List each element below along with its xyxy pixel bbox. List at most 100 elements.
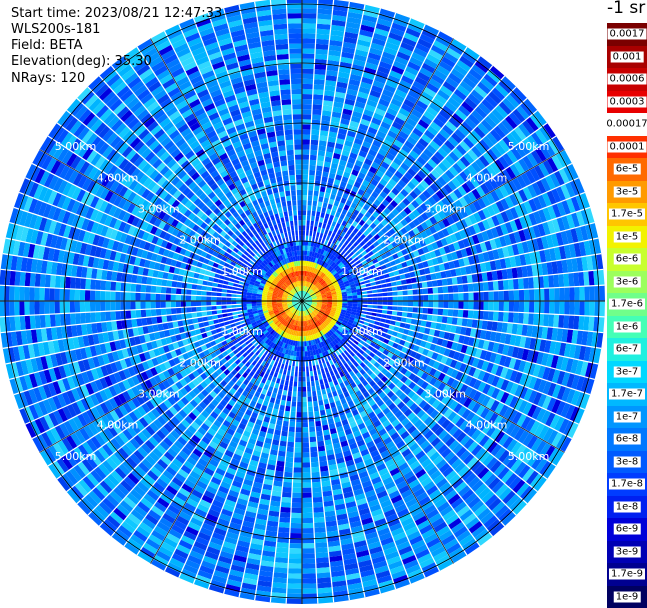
radar-cell <box>468 301 473 310</box>
radar-cell <box>156 286 162 294</box>
radar-cell <box>290 533 302 538</box>
radar-cell <box>65 301 70 313</box>
radar-cell <box>448 309 454 317</box>
radar-cell <box>493 311 499 322</box>
radar-cell <box>70 313 76 325</box>
radar-cell <box>315 547 328 553</box>
radar-cell <box>310 447 318 453</box>
radar-cell <box>287 588 302 593</box>
radar-cell <box>166 287 172 294</box>
radar-cell <box>302 467 311 472</box>
radar-cell <box>171 287 177 294</box>
radar-cell <box>312 487 322 493</box>
radar-cell <box>310 452 318 458</box>
radar-cell <box>275 552 289 558</box>
radar-cell <box>494 301 499 311</box>
radar-cell <box>161 301 166 308</box>
radar-cell <box>311 467 320 473</box>
radar-cell <box>554 301 559 314</box>
radar-cell <box>302 427 309 432</box>
radar-cell <box>90 279 96 290</box>
radar-cell <box>295 432 302 437</box>
radar-cell <box>110 291 115 301</box>
radar-cell <box>295 422 302 427</box>
radar-cell <box>146 309 152 317</box>
radar-cell <box>288 558 302 563</box>
radar-cell <box>519 301 524 313</box>
radar-cell <box>130 292 135 301</box>
radar-cell <box>166 301 171 308</box>
radar-cell <box>291 503 302 508</box>
radar-cell <box>282 482 292 488</box>
radar-cell <box>120 310 126 320</box>
radar-cell <box>443 308 449 316</box>
radar-cell <box>296 407 302 412</box>
radar-cell <box>309 427 316 433</box>
radar-cell <box>278 522 290 528</box>
radar-cell <box>276 547 289 553</box>
radar-cell <box>115 301 120 311</box>
radar-cell <box>484 301 489 311</box>
radar-cell <box>95 279 101 290</box>
radar-cell <box>288 568 302 573</box>
radar-cell <box>302 457 310 462</box>
radar-cell <box>302 498 313 503</box>
radar-cell <box>503 312 509 323</box>
radar-cell <box>289 543 302 548</box>
radar-cell <box>302 513 313 518</box>
radar-cell <box>24 286 29 301</box>
radar-cell <box>125 310 131 319</box>
radar-cell <box>314 522 326 528</box>
radar-cell <box>311 477 321 483</box>
radar-cell <box>70 301 75 313</box>
radar-cell <box>309 432 316 438</box>
radar-cell <box>549 301 554 314</box>
radar-cell <box>95 312 101 323</box>
radar-cell <box>141 284 147 293</box>
radar-cell <box>291 513 302 518</box>
radar-cell <box>75 277 81 289</box>
radar-cell <box>418 301 423 307</box>
radar-cell <box>285 457 294 463</box>
radar-cell <box>408 301 413 307</box>
radar-cell <box>279 512 291 518</box>
radar-cell <box>70 289 75 301</box>
radar-cell <box>302 412 308 417</box>
radar-cell <box>302 548 315 553</box>
radar-cell <box>181 301 186 307</box>
radar-cell <box>302 588 317 593</box>
radar-cell <box>352 304 357 307</box>
radar-cell <box>584 301 589 316</box>
radar-cell <box>413 301 418 307</box>
radar-cell <box>34 287 39 301</box>
radar-cell <box>302 558 316 563</box>
radar-cell <box>528 313 534 325</box>
radar-cell <box>458 301 463 309</box>
radar-cell <box>247 304 252 307</box>
radar-cell <box>29 287 34 301</box>
radar-cell <box>288 427 295 433</box>
radar-cell <box>176 301 181 308</box>
radar-cell <box>19 286 24 301</box>
radar-cell <box>292 478 302 483</box>
radar-cell <box>247 295 252 298</box>
radar-cell <box>70 277 76 289</box>
radar-cell <box>181 295 186 301</box>
radar-cell <box>145 293 150 301</box>
radar-cell <box>100 311 106 322</box>
radar-cell <box>448 301 453 309</box>
radar-cell <box>302 417 308 422</box>
radar-cell <box>278 451 287 457</box>
radar-cell <box>90 312 96 323</box>
radar-cell <box>65 289 70 301</box>
radar-cell <box>39 301 44 315</box>
radar-cell <box>287 578 302 583</box>
radar-cell <box>282 487 292 493</box>
radar-cell <box>293 472 302 477</box>
radar-cell <box>105 311 111 322</box>
radar-cell <box>105 301 110 311</box>
radar-cell <box>302 563 316 568</box>
radar-cell <box>120 282 126 292</box>
radar-cell <box>151 277 157 285</box>
